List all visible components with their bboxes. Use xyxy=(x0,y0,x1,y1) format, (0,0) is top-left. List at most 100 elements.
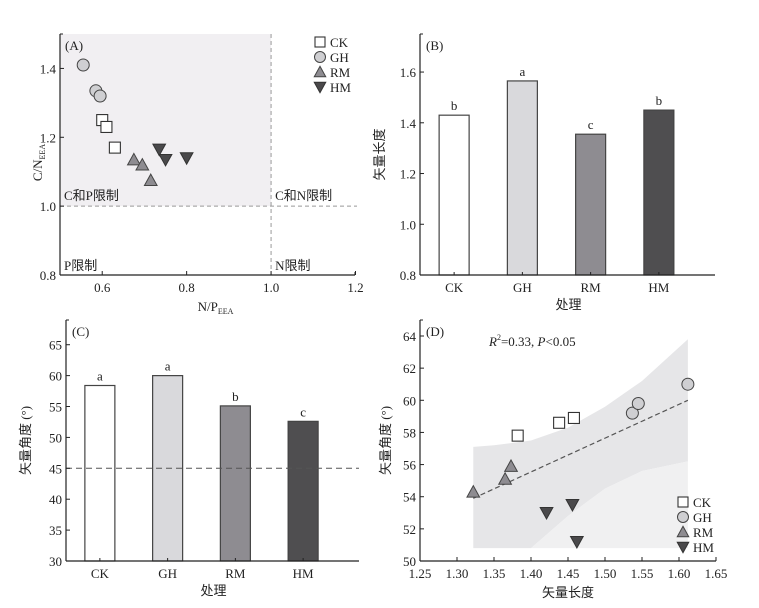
x-tick-label: 1.50 xyxy=(594,566,617,581)
legend-label-hm: HM xyxy=(693,540,714,555)
panel-d: 1.25 1.30 1.35 1.40 1.45 1.50 1.55 1.60 1.65 50 52… xyxy=(378,319,728,600)
y-tick-label: 54 xyxy=(403,490,417,505)
y-tick-label: 60 xyxy=(49,369,62,384)
panel-a: 0.6 0.8 1.0 1.20.81.01.21.4N/PEEAC/NEEA(A)C… xyxy=(30,33,364,316)
r2-value: =0.33, xyxy=(501,334,538,349)
point-rm xyxy=(135,157,150,171)
quadrant-label: N限制 xyxy=(275,258,310,273)
y-tick-label: 50 xyxy=(403,554,416,569)
x-tick-label: 0.8 xyxy=(179,280,195,295)
y-tick-label: 52 xyxy=(403,522,416,537)
y-tick-label: 60 xyxy=(403,393,416,408)
point-gh xyxy=(681,377,695,391)
x-tick-label: GH xyxy=(513,280,532,295)
significance-letter-hm: b xyxy=(656,93,663,108)
quadrant-label: C和N限制 xyxy=(275,188,332,203)
y-tick-label: 62 xyxy=(403,361,416,376)
point-rm xyxy=(497,471,513,485)
y-tick-label: 30 xyxy=(49,554,62,569)
x-axis-label: 矢量长度 xyxy=(542,585,594,600)
x-tick-label: 1.55 xyxy=(631,566,654,581)
point-gh xyxy=(625,406,639,420)
y-tick-label: 50 xyxy=(49,430,62,445)
r2-superscript: 2 xyxy=(497,333,501,342)
y-tick-label: 1.6 xyxy=(400,65,417,80)
y-tick-label: 35 xyxy=(49,523,62,538)
legend-marker-hm xyxy=(313,81,327,94)
point-ck xyxy=(100,120,113,134)
point-ck xyxy=(567,411,580,425)
x-axis-label-main: N/P xyxy=(198,299,218,314)
bar-rm xyxy=(575,133,607,276)
p-symbol: P xyxy=(537,334,546,349)
point-hm xyxy=(179,152,194,166)
x-tick-label: 1.0 xyxy=(263,280,279,295)
y-tick-label: 1.0 xyxy=(400,217,416,232)
y-tick-label: 0.8 xyxy=(400,268,416,283)
regression-annotation: R2=0.33, P<0.05 xyxy=(488,333,576,349)
limitation-shaded-region xyxy=(60,34,272,207)
point-rm xyxy=(466,484,481,498)
bar-ck xyxy=(438,114,470,276)
y-axis-label-main: C/N xyxy=(30,159,45,181)
y-tick-label: 1.4 xyxy=(40,61,57,76)
x-axis-label: N/PEEA xyxy=(198,299,234,316)
point-rm xyxy=(143,173,158,187)
y-tick-label: 64 xyxy=(403,329,417,344)
panel-c: a CK a GH b RM c HM 30 35 40 45 50 55 60 65 (C) 处理 矢量角度 (°… xyxy=(18,319,359,598)
legend-marker-ck xyxy=(314,36,326,48)
x-tick-label: 1.60 xyxy=(668,566,691,581)
point-hm xyxy=(152,143,167,157)
y-tick-label: 1.2 xyxy=(400,167,416,182)
legend-marker-hm xyxy=(676,541,690,554)
y-tick-label: 45 xyxy=(49,461,62,476)
legend-marker-rm xyxy=(313,65,327,78)
y-axis-label: C/NEEA xyxy=(30,144,47,181)
bar-gh xyxy=(506,80,538,276)
x-tick-label: HM xyxy=(293,566,314,581)
confidence-band-lower xyxy=(473,461,688,549)
point-hm xyxy=(565,499,580,513)
y-axis-label: 矢量角度 (°) xyxy=(378,406,393,475)
point-gh xyxy=(93,89,107,103)
x-tick-label: RM xyxy=(225,566,246,581)
point-gh xyxy=(631,397,645,410)
x-tick-label: 1.45 xyxy=(557,566,580,581)
x-tick-label: CK xyxy=(91,566,110,581)
panel-b: b CK a GH c RM b HM 0.8 1.0 1.2 1.4 1.6 (B) 处理 矢量长度 xyxy=(372,33,715,312)
x-tick-label: 1.25 xyxy=(409,566,432,581)
quadrant-label: C和P限制 xyxy=(64,188,119,203)
point-gh xyxy=(76,58,90,72)
legend-label-gh: GH xyxy=(693,510,712,525)
confidence-band xyxy=(473,339,688,549)
significance-letter-ck: a xyxy=(97,369,103,384)
legend-label-gh: GH xyxy=(330,50,349,65)
x-tick-label: 1.2 xyxy=(347,280,363,295)
legend-marker-gh xyxy=(677,511,689,523)
point-rm xyxy=(126,152,142,166)
significance-letter-hm: c xyxy=(300,404,306,419)
x-tick-label: 1.35 xyxy=(483,566,506,581)
legend-label-rm: RM xyxy=(693,525,714,540)
x-tick-label: 0.6 xyxy=(94,280,111,295)
point-rm xyxy=(503,458,519,472)
panel-label: (D) xyxy=(426,324,444,339)
bar-rm xyxy=(219,405,251,562)
point-ck xyxy=(511,429,524,442)
panel-label: (C) xyxy=(72,324,89,339)
significance-letter-ck: b xyxy=(451,98,458,113)
quadrant-label: P限制 xyxy=(64,258,97,273)
y-tick-label: 56 xyxy=(403,458,417,473)
y-tick-label: 65 xyxy=(49,338,62,353)
legend-label-hm: HM xyxy=(330,80,351,95)
r2-symbol: R xyxy=(488,334,497,349)
x-tick-label: RM xyxy=(581,280,602,295)
legend-marker-rm xyxy=(676,525,690,538)
legend-marker-gh xyxy=(314,51,326,63)
y-tick-label: 0.8 xyxy=(40,268,56,283)
panel-label: (B) xyxy=(426,38,443,53)
y-tick-label: 58 xyxy=(403,425,416,440)
x-tick-label: 1.65 xyxy=(705,566,728,581)
x-tick-label: 1.30 xyxy=(446,566,469,581)
